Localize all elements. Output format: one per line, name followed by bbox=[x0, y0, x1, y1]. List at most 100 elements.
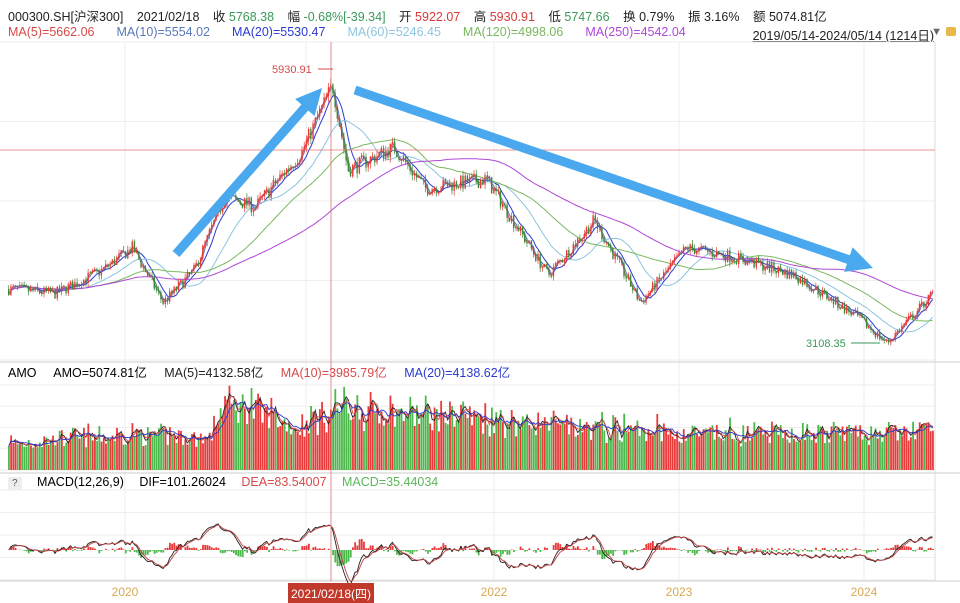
candle bbox=[901, 325, 903, 333]
volume-bar bbox=[43, 436, 46, 470]
candle bbox=[285, 168, 288, 176]
candle bbox=[316, 116, 319, 118]
macd-histogram-bar bbox=[841, 548, 844, 550]
volume-bar bbox=[605, 442, 608, 470]
candle bbox=[193, 264, 195, 270]
macd-histogram-bar bbox=[927, 548, 930, 550]
dropdown-arrow-icon[interactable]: ▼ bbox=[931, 26, 942, 38]
volume-bar bbox=[30, 445, 32, 470]
macd-histogram-bar bbox=[127, 550, 129, 551]
candle bbox=[682, 246, 685, 254]
volume-bar bbox=[116, 427, 118, 470]
macd-histogram-bar bbox=[67, 548, 70, 550]
volume-bar bbox=[451, 406, 454, 470]
candle bbox=[440, 189, 442, 192]
candle bbox=[830, 297, 832, 301]
candle bbox=[698, 247, 700, 252]
macd-histogram-bar bbox=[120, 547, 123, 550]
volume-bar bbox=[817, 424, 820, 470]
candle bbox=[799, 277, 802, 284]
candle bbox=[27, 286, 30, 292]
candle bbox=[702, 246, 705, 247]
candle bbox=[122, 250, 125, 252]
volume-bar bbox=[449, 401, 451, 470]
volume-bar bbox=[907, 440, 910, 470]
volume-bar bbox=[124, 444, 127, 470]
macd-histogram-bar bbox=[607, 550, 610, 555]
macd-histogram-bar bbox=[788, 548, 791, 550]
candle bbox=[67, 284, 69, 294]
volume-bar bbox=[830, 426, 833, 470]
volume-bar bbox=[58, 430, 61, 470]
volume-bar bbox=[482, 433, 484, 470]
macd-histogram-bar bbox=[321, 548, 323, 550]
macd-histogram-bar bbox=[903, 546, 906, 550]
macd-histogram-bar bbox=[312, 547, 315, 550]
lock-icon[interactable] bbox=[946, 27, 956, 36]
macd-histogram-bar bbox=[651, 540, 654, 550]
date-range-selector[interactable]: 2019/05/14-2024/05/14 (1214日) bbox=[752, 29, 934, 43]
macd-histogram-bar bbox=[334, 550, 337, 563]
volume-bar bbox=[197, 437, 200, 470]
volume-bar bbox=[208, 432, 211, 470]
volume-bar bbox=[870, 426, 873, 470]
candle bbox=[138, 251, 140, 260]
macd-histogram-bar bbox=[601, 550, 604, 559]
candle bbox=[685, 246, 687, 248]
macd-histogram-bar bbox=[914, 550, 917, 552]
candle bbox=[493, 187, 495, 194]
candle bbox=[14, 285, 17, 287]
macd-histogram-bar bbox=[795, 550, 798, 552]
help-button[interactable]: ? bbox=[8, 477, 22, 490]
volume-bar bbox=[63, 445, 65, 470]
volume-bar bbox=[808, 435, 811, 470]
volume-bar bbox=[737, 441, 740, 470]
macd-histogram-bar bbox=[427, 550, 429, 554]
macd-histogram-bar bbox=[327, 548, 330, 550]
volume-bar bbox=[345, 398, 348, 470]
candle bbox=[740, 253, 742, 257]
candle bbox=[929, 292, 932, 296]
candle bbox=[389, 143, 391, 158]
ma-line-4 bbox=[8, 120, 934, 333]
volume-bar bbox=[127, 440, 129, 470]
macd-histogram-bar bbox=[921, 547, 923, 550]
macd-histogram-bar bbox=[243, 550, 246, 552]
candle bbox=[171, 291, 173, 294]
macd-histogram-bar bbox=[669, 547, 672, 550]
macd-histogram-bar bbox=[753, 550, 756, 552]
volume-bar bbox=[530, 428, 533, 470]
macd-histogram-bar bbox=[266, 546, 268, 550]
candle bbox=[175, 286, 178, 291]
candle bbox=[10, 286, 12, 295]
candle bbox=[742, 256, 744, 262]
candle bbox=[354, 162, 356, 166]
high-value: 5930.91 bbox=[489, 10, 535, 24]
macd-histogram-bar bbox=[471, 548, 473, 550]
candle bbox=[191, 269, 193, 274]
macd-histogram-bar bbox=[363, 541, 365, 550]
volume-bar bbox=[779, 425, 782, 470]
volume-bar bbox=[647, 428, 650, 470]
macd-histogram-bar bbox=[707, 550, 709, 553]
macd-histogram-bar bbox=[83, 548, 85, 550]
volume-bar bbox=[658, 425, 661, 470]
volume-bar bbox=[184, 439, 187, 470]
candle bbox=[607, 242, 610, 247]
candle bbox=[155, 288, 158, 290]
candle bbox=[557, 260, 559, 264]
candle bbox=[709, 251, 711, 252]
macd-histogram-bar bbox=[462, 550, 465, 552]
volume-bar bbox=[23, 446, 26, 470]
volume-bar bbox=[751, 437, 753, 470]
volume-bar bbox=[921, 424, 923, 470]
macd-histogram-bar bbox=[296, 550, 299, 551]
volume-bar bbox=[389, 395, 392, 470]
macd-histogram-bar bbox=[255, 550, 257, 552]
macd-histogram-bar bbox=[581, 549, 584, 550]
volume-bar bbox=[894, 425, 897, 470]
macd-histogram-bar bbox=[625, 550, 628, 555]
macd-histogram-bar bbox=[543, 547, 546, 550]
volume-bar bbox=[932, 430, 934, 470]
